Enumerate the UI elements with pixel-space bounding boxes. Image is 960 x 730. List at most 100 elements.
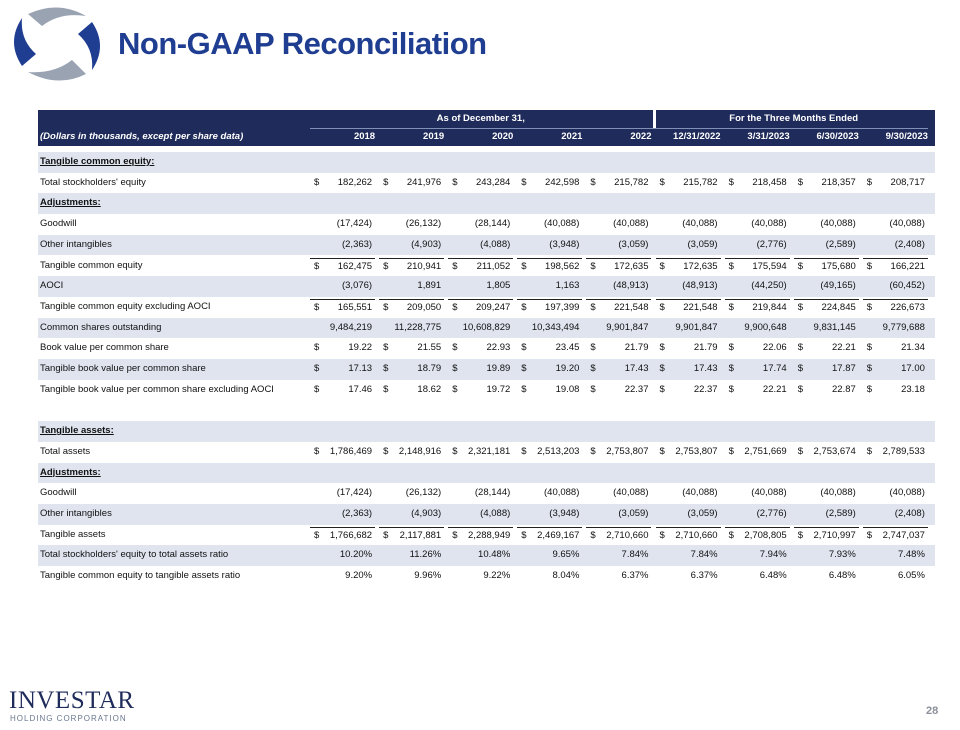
cell-value: 21.79 [693,342,718,354]
currency-sign: $ [590,383,596,395]
cell-value: 18.79 [417,363,442,374]
cell-value: 1,891 [417,280,442,292]
table-cell: 9,901,847 [586,320,651,335]
currency-sign: $ [383,363,389,374]
row-label: Book value per common share [40,342,169,354]
cell-value: 175,680 [821,260,856,272]
cell-value: 6.48% [759,570,787,581]
table-cell: 11,228,775 [379,320,444,335]
cell-value: (3,076) [341,280,373,292]
section-label: Tangible common equity: [40,156,155,167]
table-cell: $2,148,916 [379,444,444,459]
cell-value: (28,144) [474,487,511,499]
table-cell: (40,088) [794,216,859,231]
cell-value: 2,710,660 [606,529,649,541]
cell-value: 2,148,916 [398,445,442,457]
table-cell: $243,284 [448,175,513,190]
table-cell: $218,458 [725,175,790,190]
table-cell: (40,088) [725,216,790,231]
cell-value: 19.20 [555,363,580,374]
table-cell: $215,782 [656,175,721,190]
currency-sign: $ [866,445,873,457]
table-cell: (3,076) [310,278,375,293]
cell-value: (3,948) [549,507,580,519]
column-header: 2021 [561,131,583,142]
table-cell: $22.21 [794,340,859,355]
table-cell: $22.87 [794,382,859,397]
currency-sign: $ [383,383,389,395]
cell-value: 17.43 [693,363,718,374]
cell-value: 7.93% [828,549,856,561]
currency-sign: $ [314,529,320,541]
table-row: Goodwill (17,424) (26,132) (28,144) (40,088)… [38,483,935,504]
cell-value: (40,088) [613,487,649,499]
table-cell: (4,088) [448,237,513,252]
table-cell: 9.65% [517,547,582,562]
header-rule [310,128,928,129]
cell-value: 215,782 [614,176,649,188]
table-cell: $172,635 [586,257,652,274]
row-label: Tangible common equity to tangible asset… [40,570,241,581]
cell-value: 197,399 [545,301,580,313]
table-cell: (28,144) [448,216,513,231]
table-cell: $2,288,949 [448,526,514,543]
column-header: 12/31/2022 [673,131,721,142]
table-row: Other intangibles (2,363) (4,903) (4,088) (3… [38,503,935,525]
cell-value: 208,717 [890,176,925,188]
currency-sign: $ [521,260,527,272]
table-row: Tangible assets $1,766,682 $2,117,881 $2,28… [38,525,935,546]
column-header: 2020 [492,131,514,142]
currency-sign: $ [452,176,458,188]
table-cell: $17.00 [863,361,928,376]
cell-value: 10,343,494 [531,321,580,333]
column-header: 2019 [423,131,445,142]
currency-sign: $ [590,260,596,272]
cell-value: (40,088) [682,218,718,230]
table-cell: (3,059) [586,237,651,252]
table-cell: $22.21 [725,382,790,397]
currency-sign: $ [797,342,803,354]
table-cell: $17.74 [725,361,790,376]
currency-sign: $ [452,363,458,374]
currency-sign: $ [452,301,458,313]
table-cell: 7.48% [863,547,928,562]
currency-sign: $ [314,445,320,457]
table-cell: 10.48% [448,547,513,562]
table-cell: (28,144) [448,485,513,500]
cell-value: 23.45 [555,342,580,354]
table-cell: $2,469,167 [517,526,583,543]
cell-value: 7.48% [897,549,925,561]
table-cell: $175,680 [793,257,859,274]
cell-value: 8.04% [552,570,580,581]
cell-value: 1,805 [486,280,511,292]
currency-sign: $ [659,342,665,354]
column-header: 9/30/2023 [885,131,928,142]
cell-value: (40,088) [889,218,925,230]
row-label: AOCI [40,280,64,292]
currency-sign: $ [521,301,527,313]
table-cell: (40,088) [794,485,859,500]
table-cell: (44,250) [725,278,790,293]
section-label: Adjustments: [40,197,101,209]
table-cell: (40,088) [656,485,721,500]
currency-sign: $ [383,342,389,354]
cell-value: 166,221 [890,260,925,272]
table-cell: 7.84% [586,547,651,562]
cell-value: (2,776) [756,507,787,519]
cell-value: (2,589) [825,507,856,519]
cell-value: 9,779,688 [882,321,925,333]
currency-sign: $ [728,529,734,541]
cell-value: (4,903) [411,507,442,519]
cell-value: (2,408) [894,238,925,250]
section-label: Adjustments: [40,466,101,478]
cell-value: 226,673 [890,301,925,313]
currency-sign: $ [728,445,734,457]
table-cell: (2,776) [725,237,790,252]
cell-value: (40,088) [544,218,580,230]
cell-value: (26,132) [405,487,442,499]
table-cell: $19.20 [517,361,582,376]
currency-sign: $ [659,383,665,395]
cell-value: 1,786,469 [329,445,373,457]
table-cell: $23.45 [517,340,582,355]
table-row: Adjustments: [38,462,935,484]
